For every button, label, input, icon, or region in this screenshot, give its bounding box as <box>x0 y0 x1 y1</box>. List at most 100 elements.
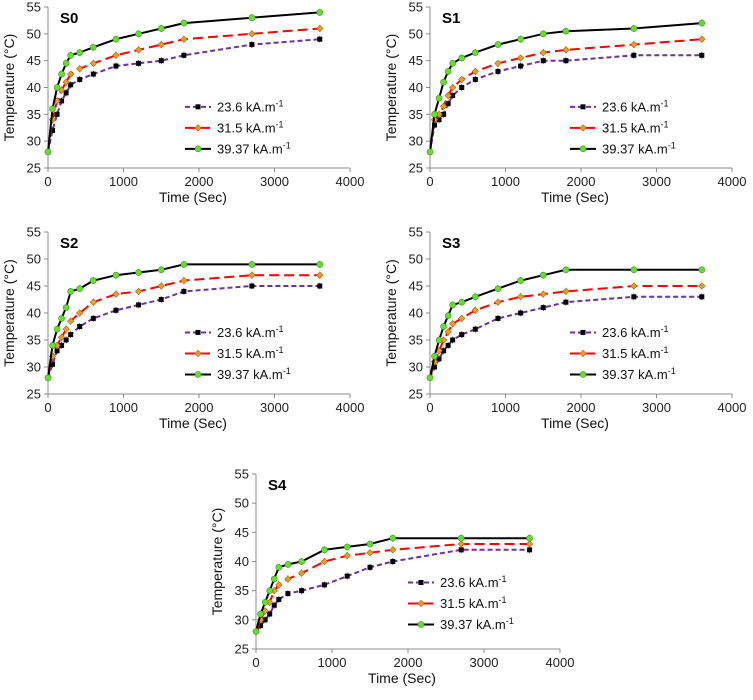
series-line <box>429 38 702 153</box>
series-3 <box>44 8 324 156</box>
data-point <box>366 540 374 548</box>
data-point <box>517 277 524 284</box>
data-point <box>630 282 638 290</box>
data-point <box>450 93 456 99</box>
data-point <box>444 328 452 336</box>
legend-marker <box>195 329 201 335</box>
legend-label-superscript: -1 <box>661 98 669 108</box>
data-point <box>698 19 706 27</box>
legend-item: 31.5 kA.m-1 <box>408 595 507 611</box>
legend-marker <box>194 145 202 153</box>
data-point <box>321 546 328 554</box>
y-tick-label: 45 <box>409 279 423 294</box>
data-point <box>49 105 56 113</box>
data-point <box>458 75 466 84</box>
data-point <box>53 325 61 333</box>
data-point <box>58 70 65 78</box>
series-line <box>47 285 320 379</box>
data-point <box>516 54 525 62</box>
panel-title: S2 <box>60 235 78 252</box>
data-point <box>459 332 465 338</box>
data-point <box>180 261 188 268</box>
y-tick-label: 25 <box>27 161 41 176</box>
legend-label-superscript: -1 <box>661 119 669 129</box>
data-point <box>248 30 256 38</box>
data-point <box>444 68 452 75</box>
panel-title: S0 <box>60 10 78 27</box>
data-point <box>539 271 547 279</box>
data-point <box>563 299 569 305</box>
data-point <box>471 67 479 76</box>
x-tick-label: 2000 <box>185 400 214 415</box>
y-tick-label: 55 <box>235 467 249 482</box>
data-point <box>344 573 350 579</box>
y-axis-title: Temperature (°C) <box>209 508 225 616</box>
legend-item: 39.37 kA.m-1 <box>185 366 291 382</box>
data-point <box>471 49 479 56</box>
legend-marker <box>194 124 202 132</box>
data-point <box>252 628 260 635</box>
x-axis-title: Time (Sec) <box>159 415 227 431</box>
series-2 <box>44 271 324 382</box>
x-axis-title: Time (Sec) <box>368 670 436 686</box>
data-point <box>135 269 142 276</box>
data-point <box>563 58 569 64</box>
y-tick-label: 45 <box>27 53 41 68</box>
data-point <box>441 111 447 117</box>
data-point <box>432 364 438 370</box>
data-point <box>157 40 165 49</box>
data-point <box>284 575 292 583</box>
x-tick-label: 2000 <box>185 174 214 189</box>
series-line <box>429 295 702 379</box>
data-point <box>435 94 443 102</box>
data-point <box>248 14 256 22</box>
data-point <box>389 546 397 554</box>
data-point <box>89 298 97 306</box>
legend-marker <box>579 124 587 132</box>
data-point <box>540 305 546 311</box>
legend-label-superscript: -1 <box>276 345 284 355</box>
data-point <box>436 117 442 123</box>
legend-label-superscript: -1 <box>499 595 507 605</box>
legend-label: 23.6 kA.m-1 <box>440 574 507 590</box>
data-point <box>494 285 502 293</box>
legend-label-superscript: -1 <box>661 324 669 334</box>
y-tick-label: 25 <box>235 642 249 657</box>
y-tick-label: 25 <box>409 387 423 402</box>
data-point <box>180 19 188 27</box>
x-tick-label: 1000 <box>318 655 347 670</box>
legend-item: 23.6 kA.m-1 <box>185 324 284 340</box>
data-point <box>439 102 448 110</box>
data-point <box>494 41 502 48</box>
legend-label-superscript: -1 <box>668 140 676 150</box>
x-axis-title: Time (Sec) <box>541 415 609 431</box>
data-point <box>299 588 305 594</box>
legend-item: 31.5 kA.m-1 <box>185 345 284 361</box>
data-point <box>57 333 66 341</box>
y-tick-label: 30 <box>235 612 249 627</box>
data-point <box>426 148 434 156</box>
series-2 <box>426 35 706 156</box>
y-tick-label: 30 <box>409 360 423 375</box>
data-point <box>320 557 329 566</box>
data-point <box>445 342 451 348</box>
data-point <box>471 306 479 314</box>
panel-title: S3 <box>442 235 460 252</box>
legend-marker <box>580 104 586 110</box>
x-tick-label: 0 <box>252 655 259 670</box>
data-point <box>526 534 533 542</box>
data-point <box>58 315 65 322</box>
data-point <box>68 332 74 338</box>
data-point <box>158 58 164 64</box>
data-point <box>180 35 188 43</box>
legend-item: 31.5 kA.m-1 <box>570 119 669 135</box>
data-point <box>77 76 83 82</box>
data-point <box>440 323 447 330</box>
y-tick-label: 35 <box>27 107 41 122</box>
data-point <box>527 547 533 553</box>
data-point <box>248 261 256 268</box>
data-point <box>90 277 97 284</box>
data-point <box>44 374 52 382</box>
x-tick-label: 0 <box>44 174 51 189</box>
